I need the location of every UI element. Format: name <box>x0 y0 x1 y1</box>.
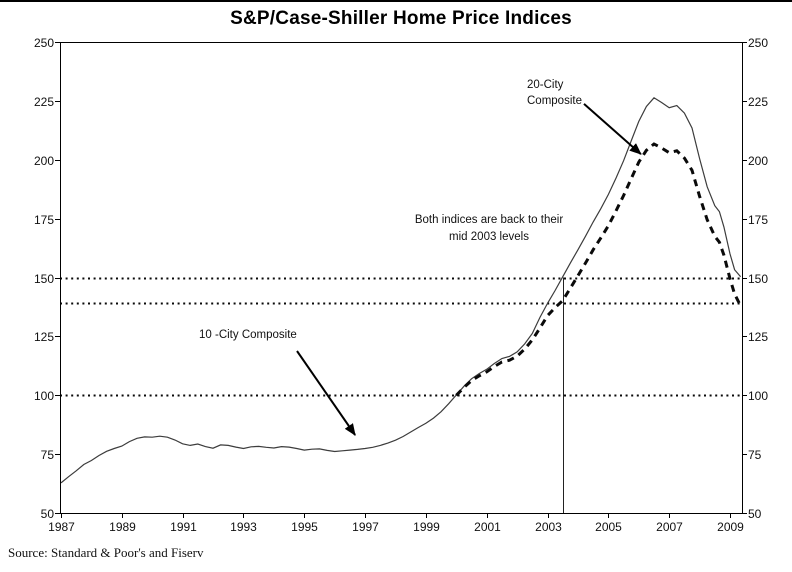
x-axis-label: 1993 <box>230 520 257 534</box>
annotation-10-city-label: 10 -City Composite <box>199 329 297 341</box>
x-axis-label: 2007 <box>656 520 683 534</box>
y-axis-label-left: 200 <box>34 154 54 168</box>
annotation-20-city-label: 20-City Composite <box>527 77 582 109</box>
x-axis-label: 1995 <box>291 520 318 534</box>
source-note: Source: Standard & Poor's and Fiserv <box>8 545 204 560</box>
annotation-20-city-line1: 20-City <box>527 79 564 91</box>
y-axis-label-left: 250 <box>34 36 54 50</box>
x-axis-label: 2001 <box>474 520 501 534</box>
annotation-note-line1: Both indices are back to their <box>414 214 564 226</box>
y-axis-label-right: 75 <box>748 448 762 462</box>
y-axis-label-left: 50 <box>41 507 55 521</box>
y-axis-label-left: 225 <box>34 95 54 109</box>
y-axis-label-right: 125 <box>748 330 768 344</box>
x-axis-label: 2003 <box>535 520 562 534</box>
y-axis-label-left: 75 <box>41 448 55 462</box>
annotation-note-line2: mid 2003 levels <box>449 231 529 243</box>
y-axis-label-right: 200 <box>748 154 768 168</box>
y-axis-label-right: 250 <box>748 36 768 50</box>
x-axis-label: 2009 <box>717 520 744 534</box>
y-axis-label-left: 150 <box>34 272 54 286</box>
x-axis-label: 1991 <box>170 520 197 534</box>
series-line-20-city-composite <box>455 142 741 397</box>
y-axis-label-left: 125 <box>34 330 54 344</box>
y-axis-label-right: 150 <box>748 272 768 286</box>
annotation-mid-2003-note: Both indices are back to their mid 2003 … <box>388 212 590 246</box>
x-axis-label: 2005 <box>595 520 622 534</box>
annotation-arrow-2 <box>296 350 356 436</box>
y-axis-label-right: 225 <box>748 95 768 109</box>
top-border <box>0 0 792 2</box>
x-axis-label: 1997 <box>352 520 379 534</box>
x-axis-label: 1989 <box>109 520 136 534</box>
y-axis-label-right: 175 <box>748 213 768 227</box>
annotation-20-city-line2: Composite <box>527 95 582 107</box>
series-line-10-city-composite <box>60 97 742 484</box>
y-axis-label-left: 100 <box>34 389 54 403</box>
annotation-arrow-1 <box>583 103 642 155</box>
y-axis-label-right: 100 <box>748 389 768 403</box>
x-axis-label: 1999 <box>413 520 440 534</box>
plot-frame <box>60 42 743 514</box>
y-axis-label-left: 175 <box>34 213 54 227</box>
x-axis-label: 1987 <box>48 520 75 534</box>
y-axis-label-right: 50 <box>748 507 762 521</box>
chart-title: S&P/Case-Shiller Home Price Indices <box>230 8 572 29</box>
